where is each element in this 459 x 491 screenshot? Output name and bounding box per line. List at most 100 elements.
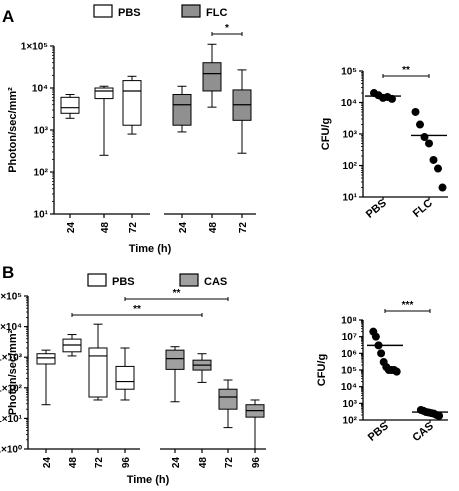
legend-b-label-pbs: PBS <box>112 276 135 288</box>
legend-b-swatch-pbs <box>87 273 107 287</box>
data-point <box>388 94 396 103</box>
panel-a-y-tick-label: 10³ <box>34 126 49 137</box>
b-inset-y-tick-label: 10⁶ <box>341 349 357 360</box>
a-inset-y-tick-label: 10⁴ <box>341 98 357 109</box>
panel-a-x-tick-label: 72 <box>128 222 139 234</box>
legend-b: PBS CAS <box>87 273 227 288</box>
data-point <box>429 155 438 164</box>
b-inset-y-tick-label: 10⁴ <box>341 382 357 393</box>
b-inset-points-cas <box>416 405 444 420</box>
panel-b-y-tick-label: 1×10¹ <box>0 414 23 425</box>
a-inset-y-tick-label: 10¹ <box>343 193 358 204</box>
panel-b-box-pbs-48 <box>62 334 82 357</box>
significance-label: *** <box>402 300 414 311</box>
significance-label: ** <box>402 65 410 76</box>
panel-a-x-tick-label: 24 <box>66 222 77 234</box>
a-inset-x-tick-label-flc: FLC <box>411 197 435 220</box>
data-point <box>435 411 444 420</box>
panel-a-x-tick-label: 48 <box>208 222 219 234</box>
data-point <box>411 107 420 116</box>
panel-a-x-tick-label: 72 <box>238 222 249 234</box>
box-iqr <box>60 96 80 114</box>
panel-b-box-pbs-24 <box>36 349 56 406</box>
panel-a-y-tick-label: 1×10⁵ <box>21 42 49 53</box>
legend-a-swatch-pbs <box>93 4 113 18</box>
b-inset-points-pbs <box>369 327 401 376</box>
box-iqr <box>202 62 222 92</box>
panel-b-box-pbs-72 <box>88 323 108 401</box>
b-inset-y-tick-label: 10⁸ <box>341 316 357 327</box>
significance-label: * <box>225 23 229 34</box>
panel-a-significance-1 <box>211 32 243 36</box>
a-inset-y-tick-label: 10⁵ <box>341 67 357 78</box>
significance-label: ** <box>173 288 181 299</box>
panel-b-box-cas-72 <box>218 379 238 429</box>
data-point <box>392 367 401 376</box>
panel-b-x-tick-label: 72 <box>94 457 105 469</box>
panel-b-y-tick-label: 1×10² <box>0 383 23 394</box>
legend-b-swatch-cas <box>179 273 199 287</box>
significance-label: ** <box>133 304 141 315</box>
panel-a-y-axis-label: Photon/sec/mm² <box>7 87 19 173</box>
panel-a-y-tick-label: 10¹ <box>34 210 49 221</box>
panel-b-y-tick-label: 1×10⁰ <box>0 445 22 456</box>
panel-a-box-flc-24 <box>172 85 192 133</box>
legend-b-label-cas: CAS <box>204 276 227 288</box>
box-iqr <box>218 388 238 410</box>
legend-a-label-pbs: PBS <box>118 7 141 19</box>
panel-b-x-tick-label: 72 <box>224 457 235 469</box>
panel-b-y-tick-label: 1×10³ <box>0 353 23 364</box>
b-inset-y-tick-label: 10² <box>343 416 358 427</box>
data-point <box>416 120 424 129</box>
data-point <box>371 332 380 341</box>
panel-b-box-pbs-96 <box>115 347 135 401</box>
box-iqr <box>94 87 114 100</box>
legend-a-swatch-flc <box>181 4 201 18</box>
panel-b-box-cas-48 <box>192 353 212 383</box>
panel-b-x-tick-label: 96 <box>251 457 262 469</box>
panel-b-x-tick-label: 96 <box>121 457 132 469</box>
panel-a-box-pbs-72 <box>122 75 142 135</box>
panel-a-y-tick-label: 10² <box>34 168 49 179</box>
box-iqr <box>36 353 56 365</box>
panel-a-box-pbs-48 <box>94 85 114 156</box>
b-inset-y-axis-label: CFU/g <box>316 354 328 386</box>
legend-a: PBS FLC <box>93 4 227 19</box>
b-inset-significance <box>384 309 431 313</box>
panel-a-x-tick-label: 24 <box>178 222 189 234</box>
data-point <box>420 133 429 142</box>
panel-label-a: A <box>2 7 14 26</box>
data-point <box>425 139 433 148</box>
panel-b-x-tick-label: 24 <box>42 457 53 469</box>
panel-label-b: B <box>2 263 14 282</box>
panel-b-box-cas-96 <box>245 399 265 450</box>
a-inset-x-tick-label-pbs: PBS <box>364 197 389 221</box>
a-inset-y-tick-label: 10³ <box>343 130 358 141</box>
data-point <box>377 349 386 358</box>
panel-a-x-axis-label: Time (h) <box>129 243 172 255</box>
panel-a-x-tick-label: 48 <box>100 222 111 234</box>
panel-b-y-axis-label: Photon/sec/mm² <box>7 329 19 415</box>
a-inset-points-flc <box>411 107 447 192</box>
legend-a-label-flc: FLC <box>206 7 227 19</box>
box-iqr <box>115 365 135 390</box>
data-point <box>434 164 442 173</box>
a-inset-significance <box>382 74 430 78</box>
panel-a-box-flc-72 <box>232 69 252 154</box>
panel-a-box-pbs-24 <box>60 94 80 119</box>
b-inset-y-tick-label: 10³ <box>343 399 358 410</box>
panel-b-x-tick-label: 24 <box>171 457 182 469</box>
data-point <box>438 183 447 192</box>
b-inset-x-tick-label-cas: CAS <box>410 420 436 444</box>
panel-b-y-tick-label: 1×10⁵ <box>0 292 22 303</box>
a-inset-y-tick-label: 10² <box>343 161 358 172</box>
panel-b-x-tick-label: 48 <box>68 457 79 469</box>
b-inset-y-tick-label: 10⁷ <box>342 332 357 343</box>
panel-b-x-axis-label: Time (h) <box>127 474 170 486</box>
b-inset-y-tick-label: 10⁵ <box>341 366 357 377</box>
box-iqr <box>122 80 142 126</box>
box-iqr <box>165 349 185 370</box>
box-iqr <box>172 94 192 126</box>
